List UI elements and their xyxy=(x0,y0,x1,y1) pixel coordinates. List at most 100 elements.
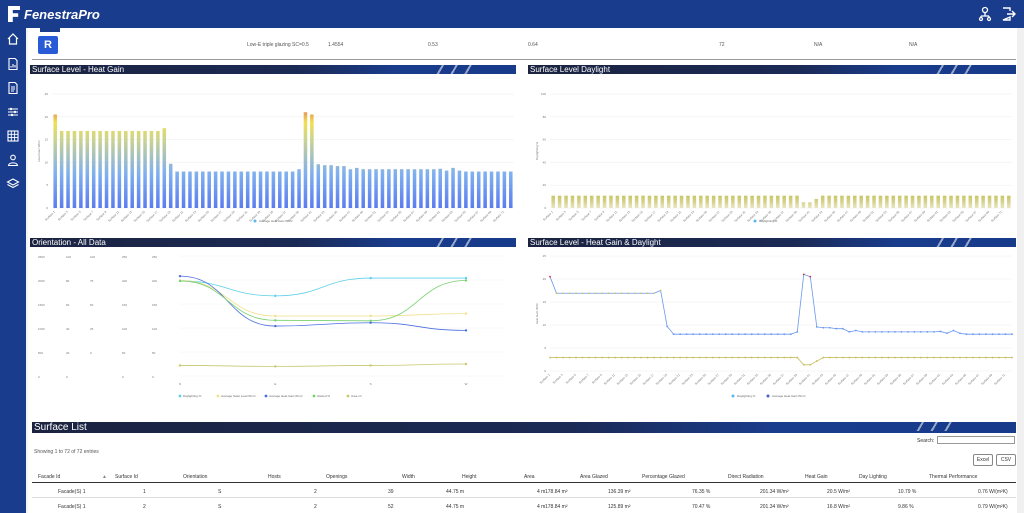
table-row[interactable]: Facade(S) 1 2 S 2 52 44.75 m 4 m 178.84 … xyxy=(32,499,1016,513)
bar xyxy=(930,195,934,208)
y-tick-label: 0 xyxy=(122,375,124,379)
col-area[interactable]: Area xyxy=(524,474,535,480)
x-tick-label: Surface 43 xyxy=(312,210,325,223)
y-tick-label: 15 xyxy=(543,300,547,304)
col-facade-id[interactable]: Facade Id xyxy=(38,474,61,480)
data-point xyxy=(900,356,903,359)
logout-icon[interactable] xyxy=(1000,6,1016,22)
sort-asc-icon[interactable]: ▲ xyxy=(102,474,107,480)
col-hosts[interactable]: Hosts xyxy=(268,474,281,480)
x-tick-label: Surface 55 xyxy=(389,210,402,223)
data-point xyxy=(464,276,468,280)
x-tick-label: Surface 13 xyxy=(618,210,631,223)
data-point xyxy=(796,331,799,333)
data-point xyxy=(998,356,1000,359)
bar xyxy=(451,167,455,208)
user-icon[interactable] xyxy=(6,153,20,167)
bar xyxy=(136,130,141,208)
side-nav xyxy=(0,28,26,513)
x-tick-label: Surface 3 xyxy=(555,210,567,222)
col-direct-radiation[interactable]: Direct Radiation xyxy=(728,474,764,480)
bar xyxy=(168,163,173,208)
search-input[interactable] xyxy=(937,436,1015,444)
x-tick-label: Surface 51 xyxy=(862,210,875,223)
col-heat-gain[interactable]: Heat Gain xyxy=(805,474,828,480)
bar xyxy=(987,195,992,208)
bar xyxy=(724,195,729,208)
col-area-glazed[interactable]: Area Glazed xyxy=(580,474,608,480)
bar xyxy=(310,114,314,208)
y-tick-label: 0 xyxy=(544,206,546,210)
bar xyxy=(271,171,276,208)
col-height[interactable]: Height xyxy=(462,474,477,480)
data-point xyxy=(549,356,551,359)
layers-icon[interactable] xyxy=(6,177,20,191)
y-tick-label: 5 xyxy=(544,346,546,350)
bar xyxy=(814,198,819,208)
col-thermal-performance[interactable]: Thermal Performance xyxy=(929,474,978,480)
col-width[interactable]: Width xyxy=(402,474,415,480)
y-tick-label: 0 xyxy=(66,375,68,379)
bar xyxy=(705,195,709,208)
y-axis-label: Daylighting % xyxy=(535,141,539,160)
csv-button[interactable]: CSV xyxy=(996,454,1016,466)
data-point xyxy=(724,356,727,359)
summary-value-5: N/A xyxy=(814,42,823,48)
table-row[interactable]: Facade(S) 1 1 S 2 39 44.75 m 4 m 178.84 … xyxy=(32,484,1016,498)
x-tick-label: Surface 51 xyxy=(863,373,876,386)
col-percentage-glazed[interactable]: Percentage Glazed xyxy=(642,474,685,480)
page-scrollbar[interactable] xyxy=(1017,28,1024,513)
col-surface-id[interactable]: Surface Id xyxy=(115,474,138,480)
data-point xyxy=(763,333,766,336)
col-orientation[interactable]: Orientation xyxy=(183,474,208,480)
bar xyxy=(718,195,722,208)
bar xyxy=(297,169,301,208)
bar xyxy=(53,114,57,208)
bar xyxy=(570,195,575,208)
bar xyxy=(647,195,652,208)
bar xyxy=(782,195,786,208)
combo-panel: Surface Level - Heat Gain & Daylight 0 5 1… xyxy=(528,238,1016,406)
col-day-lighting[interactable]: Day Lighting xyxy=(859,474,887,480)
bar xyxy=(673,195,677,208)
revit-badge[interactable]: R xyxy=(38,36,58,54)
x-tick-label: Surface 27 xyxy=(708,210,721,223)
bar xyxy=(602,195,607,208)
data-point xyxy=(991,356,994,359)
data-point xyxy=(1004,356,1007,359)
y-tick-label: 2500 xyxy=(38,255,45,259)
x-tick-label: Surface 65 xyxy=(951,210,964,223)
bar xyxy=(181,171,186,208)
data-point xyxy=(464,279,468,282)
legend-swatch xyxy=(312,394,316,398)
x-tick-label: Surface 61 xyxy=(926,210,939,223)
bar xyxy=(284,171,288,208)
app-logo[interactable]: FenestraPro xyxy=(8,5,100,23)
bar xyxy=(143,130,147,208)
excel-button[interactable]: Excel xyxy=(973,454,993,466)
bar xyxy=(711,195,716,208)
x-tick-label: Surface 13 xyxy=(120,210,133,223)
bar xyxy=(226,171,231,208)
data-point xyxy=(549,275,551,278)
data-point xyxy=(822,356,825,359)
bar xyxy=(846,195,851,208)
x-tick-label: Surface 11 xyxy=(107,210,120,223)
data-point xyxy=(588,292,590,295)
bar xyxy=(361,169,365,208)
x-tick-label: Surface 9 xyxy=(593,210,605,222)
search-label: Search: xyxy=(917,438,935,444)
bar xyxy=(207,171,211,208)
bar xyxy=(910,195,915,208)
document-icon[interactable] xyxy=(6,81,20,95)
grid-icon[interactable] xyxy=(6,129,20,143)
summary-row: R Low-E triple glazing SC=0.5 1.4554 0.5… xyxy=(32,28,1016,58)
user-tree-icon[interactable] xyxy=(977,6,993,22)
home-icon[interactable] xyxy=(6,32,20,46)
report-icon[interactable] xyxy=(6,57,20,71)
data-point xyxy=(614,292,616,295)
data-point xyxy=(685,356,688,359)
sliders-icon[interactable] xyxy=(6,105,20,119)
y-axis-label: Heat Gain W/m² xyxy=(37,140,41,162)
col-openings[interactable]: Openings xyxy=(326,474,348,480)
